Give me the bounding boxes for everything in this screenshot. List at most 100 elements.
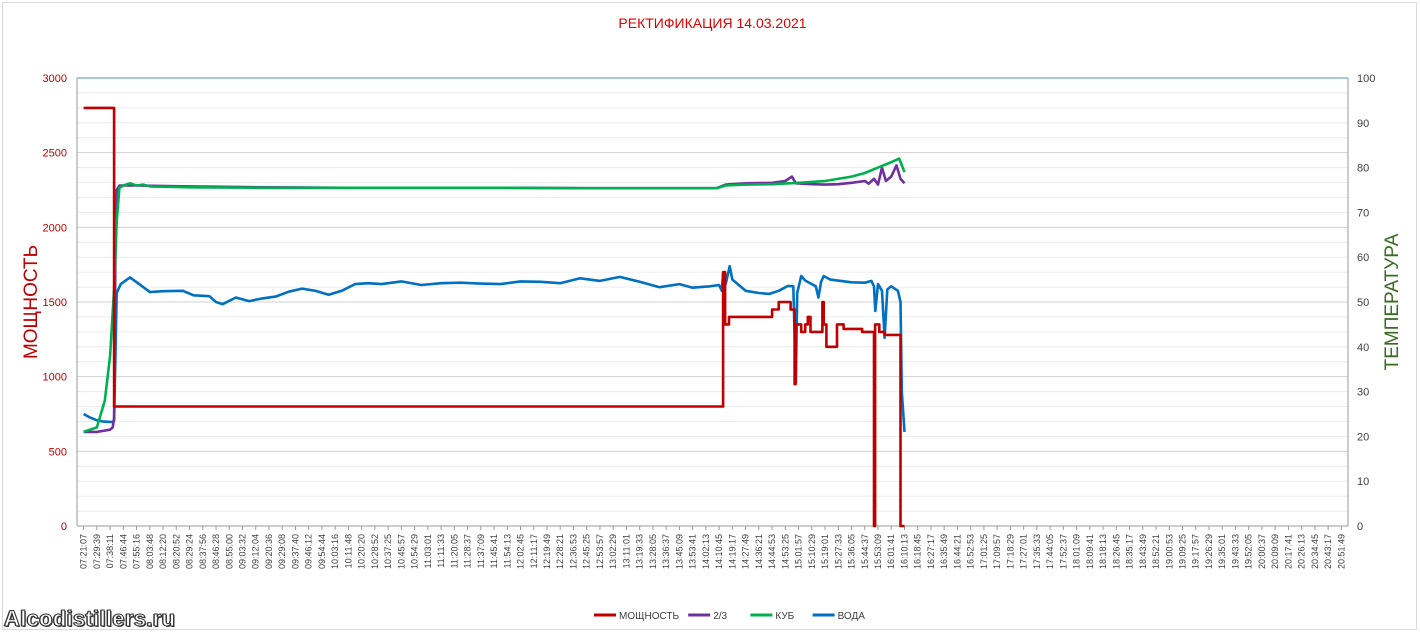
x-tick-label: 08:03:48 (145, 534, 155, 569)
x-tick-label: 18:43:49 (1138, 534, 1148, 569)
x-tick-label: 15:27:33 (833, 534, 843, 569)
x-tick-label: 10:20:20 (357, 534, 367, 569)
x-tick-label: 18:26:45 (1111, 534, 1121, 569)
x-tick-label: 12:28:21 (555, 534, 565, 569)
x-tick-label: 10:45:57 (396, 534, 406, 569)
x-tick-label: 16:52:53 (966, 534, 976, 569)
x-tick-label: 09:37:40 (290, 534, 300, 569)
y2-axis-title: ТЕМПЕРАТУРА (1382, 233, 1403, 370)
x-tick-label: 08:55:00 (224, 534, 234, 569)
legend-label: КУБ (775, 611, 794, 622)
y-tick-label: 3000 (43, 73, 67, 85)
x-tick-label: 13:36:37 (661, 534, 671, 569)
x-tick-label: 20:00:37 (1257, 534, 1267, 569)
x-tick-label: 19:00:53 (1164, 534, 1174, 569)
x-tick-label: 11:54:13 (502, 534, 512, 568)
x-tick-label: 11:45:41 (489, 534, 499, 568)
x-tick-label: 13:11:01 (621, 534, 631, 568)
x-tick-label: 17:27:01 (1019, 534, 1029, 569)
x-tick-label: 18:52:21 (1151, 534, 1161, 569)
x-tick-label: 15:53:09 (873, 534, 883, 569)
x-tick-label: 17:18:29 (1005, 534, 1015, 569)
x-tick-label: 10:11:48 (343, 534, 353, 568)
x-tick-label: 12:02:45 (516, 534, 526, 569)
y2-tick-label: 30 (1357, 387, 1369, 399)
x-tick-label: 13:02:29 (608, 534, 618, 569)
x-tick-label: 11:11:33 (436, 534, 446, 568)
y2-tick-label: 20 (1357, 431, 1369, 443)
x-tick-label: 13:53:41 (688, 534, 698, 569)
x-tick-label: 20:51:49 (1336, 534, 1346, 569)
x-tick-label: 14:53:25 (780, 534, 790, 569)
x-tick-label: 10:54:29 (410, 534, 420, 569)
x-tick-label: 12:45:25 (582, 534, 592, 569)
x-tick-label: 20:34:45 (1310, 534, 1320, 569)
x-tick-label: 20:17:41 (1283, 534, 1293, 569)
x-tick-label: 19:35:01 (1217, 534, 1227, 569)
x-tick-label: 17:44:05 (1045, 534, 1055, 569)
x-tick-label: 18:09:41 (1085, 534, 1095, 569)
x-tick-label: 15:10:29 (807, 534, 817, 569)
x-tick-label: 17:35:33 (1032, 534, 1042, 569)
x-tick-label: 10:28:52 (370, 534, 380, 569)
x-tick-label: 14:36:21 (754, 534, 764, 569)
x-tick-label: 07:55:16 (132, 534, 142, 569)
y2-tick-label: 40 (1357, 342, 1369, 354)
y2-tick-label: 10 (1357, 476, 1369, 488)
y2-tick-label: 0 (1357, 521, 1363, 533)
y-tick-label: 1000 (43, 372, 67, 384)
x-tick-label: 14:19:17 (727, 534, 737, 569)
x-tick-label: 11:03:01 (423, 534, 433, 568)
x-tick-label: 15:36:05 (847, 534, 857, 569)
x-tick-label: 09:20:36 (264, 534, 274, 569)
x-tick-label: 11:37:09 (476, 534, 486, 568)
x-tick-label: 13:28:05 (648, 534, 658, 569)
y2-tick-label: 90 (1357, 118, 1369, 130)
x-tick-label: 14:44:53 (767, 534, 777, 569)
y-tick-label: 0 (61, 521, 67, 533)
x-tick-label: 18:01:09 (1072, 534, 1082, 569)
x-tick-label: 08:12:20 (158, 534, 168, 569)
x-tick-label: 19:43:33 (1230, 534, 1240, 569)
x-tick-label: 12:53:57 (595, 534, 605, 569)
series-line-3 (83, 157, 906, 434)
x-tick-label: 16:27:17 (926, 534, 936, 569)
x-tick-label: 19:09:25 (1178, 534, 1188, 569)
y2-tick-label: 70 (1357, 207, 1369, 219)
y2-tick-label: 60 (1357, 252, 1369, 264)
x-tick-label: 09:46:12 (304, 534, 314, 569)
x-tick-label: 16:10:13 (899, 534, 909, 569)
x-tick-label: 17:09:57 (992, 534, 1002, 569)
x-tick-label: 14:27:49 (741, 534, 751, 569)
y2-tick-label: 100 (1357, 73, 1375, 85)
y-tick-label: 2000 (43, 222, 67, 234)
x-tick-label: 07:29:39 (92, 534, 102, 569)
y2-tick-label: 50 (1357, 297, 1369, 309)
x-tick-label: 11:20:05 (449, 534, 459, 568)
x-tick-label: 16:01:41 (886, 534, 896, 569)
x-tick-label: 12:19:49 (542, 534, 552, 569)
x-tick-label: 12:11:17 (529, 534, 539, 568)
x-tick-label: 17:01:25 (979, 534, 989, 569)
legend-label: 2/3 (713, 611, 727, 622)
x-tick-label: 07:46:44 (118, 534, 128, 569)
x-tick-label: 08:29:24 (185, 534, 195, 569)
x-tick-label: 13:19:33 (635, 534, 645, 569)
x-tick-label: 15:44:37 (860, 534, 870, 569)
y-tick-label: 2500 (43, 148, 67, 160)
x-tick-label: 14:10:45 (714, 534, 724, 569)
y-tick-label: 1500 (43, 297, 67, 309)
series-line-1 (83, 106, 905, 528)
x-tick-label: 11:28:37 (463, 534, 473, 568)
legend-label: МОЩНОСТЬ (619, 611, 679, 622)
x-tick-label: 09:03:32 (237, 534, 247, 569)
x-tick-label: 16:35:49 (939, 534, 949, 569)
x-tick-label: 13:45:09 (674, 534, 684, 569)
legend-label: ВОДА (838, 611, 866, 622)
y-tick-label: 500 (49, 446, 67, 458)
y-axis-title: МОЩНОСТЬ (21, 245, 42, 359)
x-tick-label: 16:44:21 (952, 534, 962, 569)
x-tick-label: 10:03:16 (330, 534, 340, 569)
x-tick-label: 08:20:52 (171, 534, 181, 569)
